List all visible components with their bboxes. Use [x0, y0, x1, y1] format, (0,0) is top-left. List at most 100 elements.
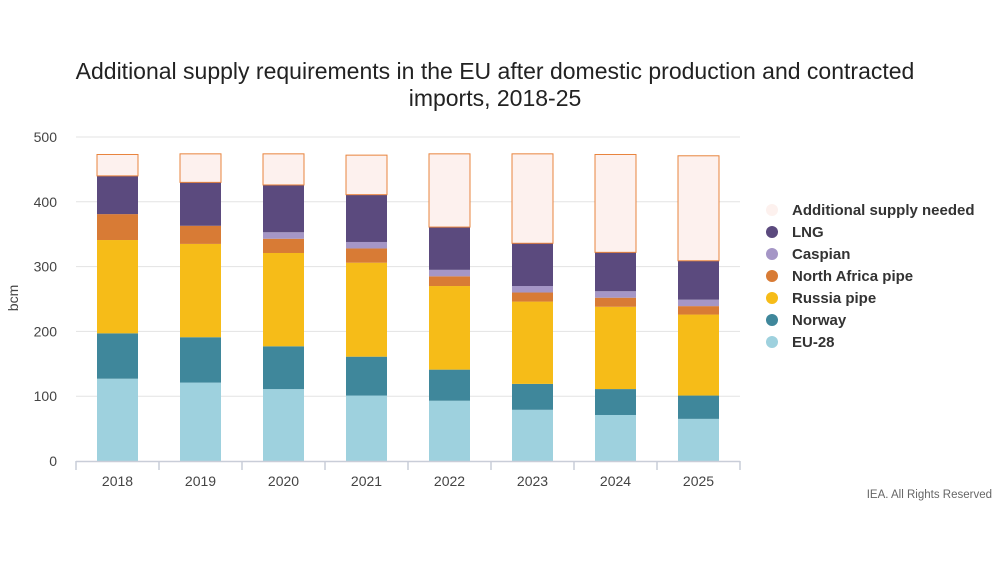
- bar-segment: [512, 243, 553, 287]
- y-tick-label: 200: [34, 323, 58, 339]
- bar-segment: [97, 333, 138, 379]
- x-tick-label: 2019: [185, 473, 216, 489]
- legend-label: Norway: [792, 311, 847, 329]
- x-tick-label: 2024: [600, 473, 631, 489]
- y-tick-label: 500: [34, 129, 58, 145]
- bars: [96, 153, 720, 461]
- bar-segment: [678, 395, 719, 419]
- y-tick-label: 400: [34, 194, 58, 210]
- bar-segment: [512, 409, 553, 461]
- legend: Additional supply needed LNG Caspian North …: [766, 199, 975, 353]
- legend-item[interactable]: EU-28: [766, 331, 975, 353]
- legend-item[interactable]: LNG: [766, 221, 975, 243]
- bar-segment: [97, 214, 138, 241]
- bar-segment: [428, 153, 471, 228]
- bar-segment: [595, 291, 636, 298]
- bar-segment: [512, 383, 553, 410]
- bar-segment: [97, 240, 138, 334]
- legend-label: North Africa pipe: [792, 267, 914, 285]
- legend-item[interactable]: Norway: [766, 309, 975, 331]
- legend-swatch: [766, 292, 778, 304]
- bar-segment: [595, 414, 636, 461]
- bar-segment: [263, 346, 304, 390]
- x-tick-label: 2018: [102, 473, 133, 489]
- legend-swatch: [766, 336, 778, 348]
- bar-segment: [678, 299, 719, 307]
- bar-segment: [346, 395, 387, 461]
- bar-segment: [429, 286, 470, 370]
- bar-segment: [512, 292, 553, 302]
- x-tick-label: 2025: [683, 473, 714, 489]
- legend-swatch: [766, 314, 778, 326]
- bar-segment: [346, 194, 387, 242]
- legend-label: LNG: [792, 223, 824, 241]
- bar-segment: [263, 184, 304, 233]
- legend-label: EU-28: [792, 333, 835, 351]
- bar-segment: [429, 369, 470, 401]
- bar-segment: [180, 382, 221, 461]
- bar-segment: [263, 232, 304, 239]
- bar-segment: [180, 225, 221, 244]
- bar-segment: [678, 260, 719, 300]
- gridlines: [76, 136, 740, 397]
- x-axis: 2018 2019 2020 2021 2022 2023 2024 2025: [75, 460, 741, 489]
- bar-segment: [595, 297, 636, 307]
- bar-segment: [595, 306, 636, 390]
- legend-item[interactable]: Additional supply needed: [766, 199, 975, 221]
- bar-segment: [346, 262, 387, 357]
- bar-segment: [345, 154, 388, 196]
- legend-item[interactable]: Caspian: [766, 243, 975, 265]
- credit-text: IEA. All Rights Reserved: [866, 489, 992, 501]
- legend-item[interactable]: Russia pipe: [766, 287, 975, 309]
- bar-segment: [262, 153, 305, 186]
- bar-segment: [595, 252, 636, 292]
- bar-segment: [512, 301, 553, 384]
- y-tick-label: 100: [34, 388, 58, 404]
- bar-segment: [678, 418, 719, 461]
- x-tick-label: 2022: [434, 473, 465, 489]
- bar-segment: [594, 153, 637, 253]
- bar-segment: [346, 248, 387, 263]
- legend-item[interactable]: North Africa pipe: [766, 265, 975, 287]
- bar-segment: [429, 276, 470, 287]
- x-tick-label: 2023: [517, 473, 548, 489]
- legend-label: Caspian: [792, 245, 851, 263]
- bar-segment: [180, 182, 221, 226]
- legend-swatch: [766, 248, 778, 260]
- y-axis-label: bcm: [5, 285, 21, 311]
- bar-segment: [595, 389, 636, 415]
- bar-segment: [512, 286, 553, 293]
- bar-segment: [511, 153, 554, 244]
- y-tick-label: 0: [49, 453, 57, 469]
- bar-segment: [346, 241, 387, 249]
- chart-title-line-1: Additional supply requirements in the EU…: [75, 58, 915, 84]
- bar-segment: [263, 389, 304, 461]
- bar-segment: [96, 153, 139, 177]
- bar-segment: [180, 243, 221, 338]
- bar-segment: [429, 400, 470, 461]
- bar-segment: [429, 227, 470, 270]
- legend-label: Additional supply needed: [792, 201, 975, 219]
- y-tick-label: 300: [34, 259, 58, 275]
- bar-segment: [346, 356, 387, 396]
- y-axis: 0 100 200 300 400 500: [34, 129, 58, 469]
- bar-segment: [677, 155, 720, 262]
- legend-swatch: [766, 204, 778, 216]
- bar-segment: [678, 314, 719, 396]
- x-tick-label: 2021: [351, 473, 382, 489]
- bar-segment: [179, 153, 222, 183]
- bar-segment: [97, 175, 138, 215]
- bar-segment: [263, 252, 304, 347]
- legend-label: Russia pipe: [792, 289, 877, 307]
- legend-swatch: [766, 226, 778, 238]
- chart-title: Additional supply requirements in the EU…: [0, 58, 990, 112]
- bar-segment: [678, 306, 719, 315]
- x-tick-label: 2020: [268, 473, 299, 489]
- legend-swatch: [766, 270, 778, 282]
- bar-segment: [180, 337, 221, 383]
- bar-segment: [263, 238, 304, 253]
- bar-segment: [97, 378, 138, 461]
- bar-segment: [429, 269, 470, 277]
- chart-title-line-2: imports, 2018-25: [408, 85, 582, 111]
